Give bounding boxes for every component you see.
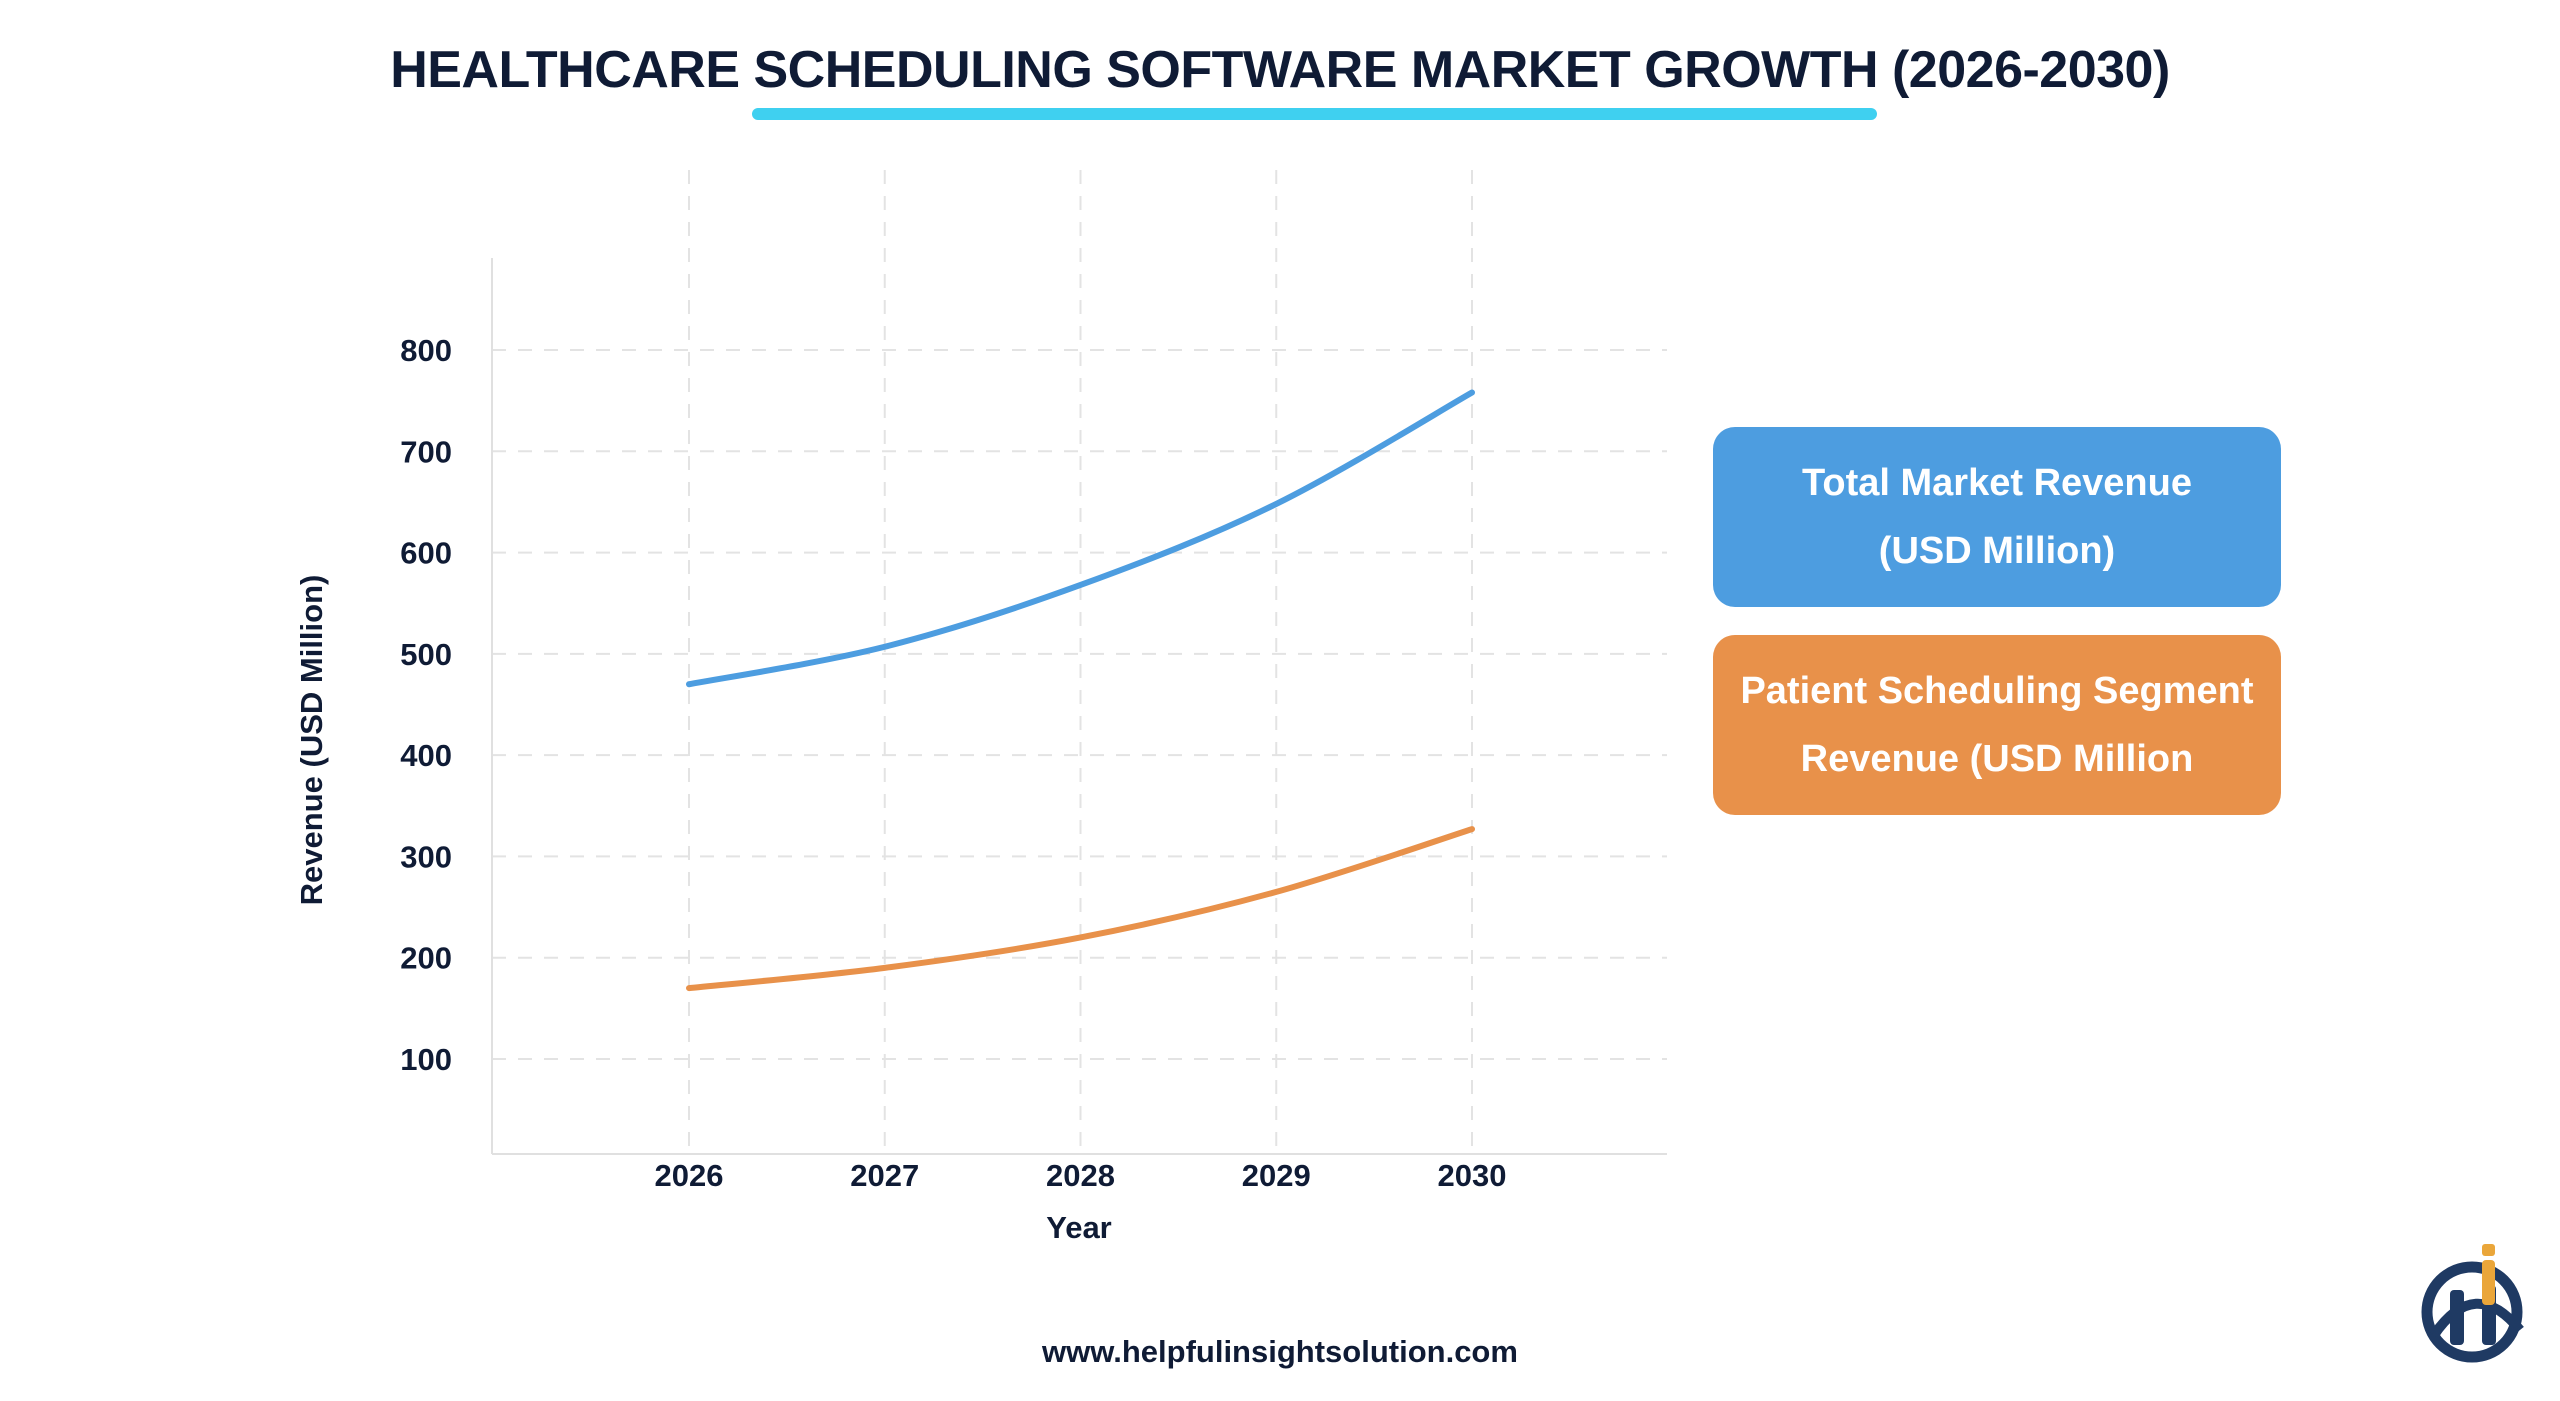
chart-title: HEALTHCARE SCHEDULING SOFTWARE MARKET GR… [390,41,2170,99]
company-logo-icon [2421,1244,2524,1363]
x-axis-label: Year [1046,1210,1112,1245]
legend-item-segment: Patient Scheduling Segment Revenue (USD … [1713,635,2281,815]
y-tick-label: 100 [400,1042,452,1077]
title-underline [752,108,1877,120]
y-tick-label: 500 [400,637,452,672]
x-tick-label: 2028 [1046,1158,1115,1193]
x-tick-label: 2030 [1438,1158,1507,1193]
y-tick-label: 700 [400,434,452,469]
x-tick-label: 2026 [655,1158,724,1193]
y-tick-label: 800 [400,333,452,368]
y-axis-label: Revenue (USD Million) [294,575,329,906]
y-tick-label: 600 [400,536,452,571]
y-tick-label: 200 [400,941,452,976]
y-tick-label: 300 [400,839,452,874]
legend-label-segment: Patient Scheduling Segment Revenue (USD … [1740,670,2254,780]
y-tick-label: 400 [400,738,452,773]
legend-label-total: Total Market Revenue (USD Million) [1802,462,2192,572]
legend-item-total: Total Market Revenue (USD Million) [1713,427,2281,607]
series-line-total [686,389,1475,688]
x-tick-label: 2027 [850,1158,919,1193]
x-tick-label: 2029 [1242,1158,1311,1193]
website-footer[interactable]: www.helpfulinsightsolution.com [1042,1334,1518,1369]
